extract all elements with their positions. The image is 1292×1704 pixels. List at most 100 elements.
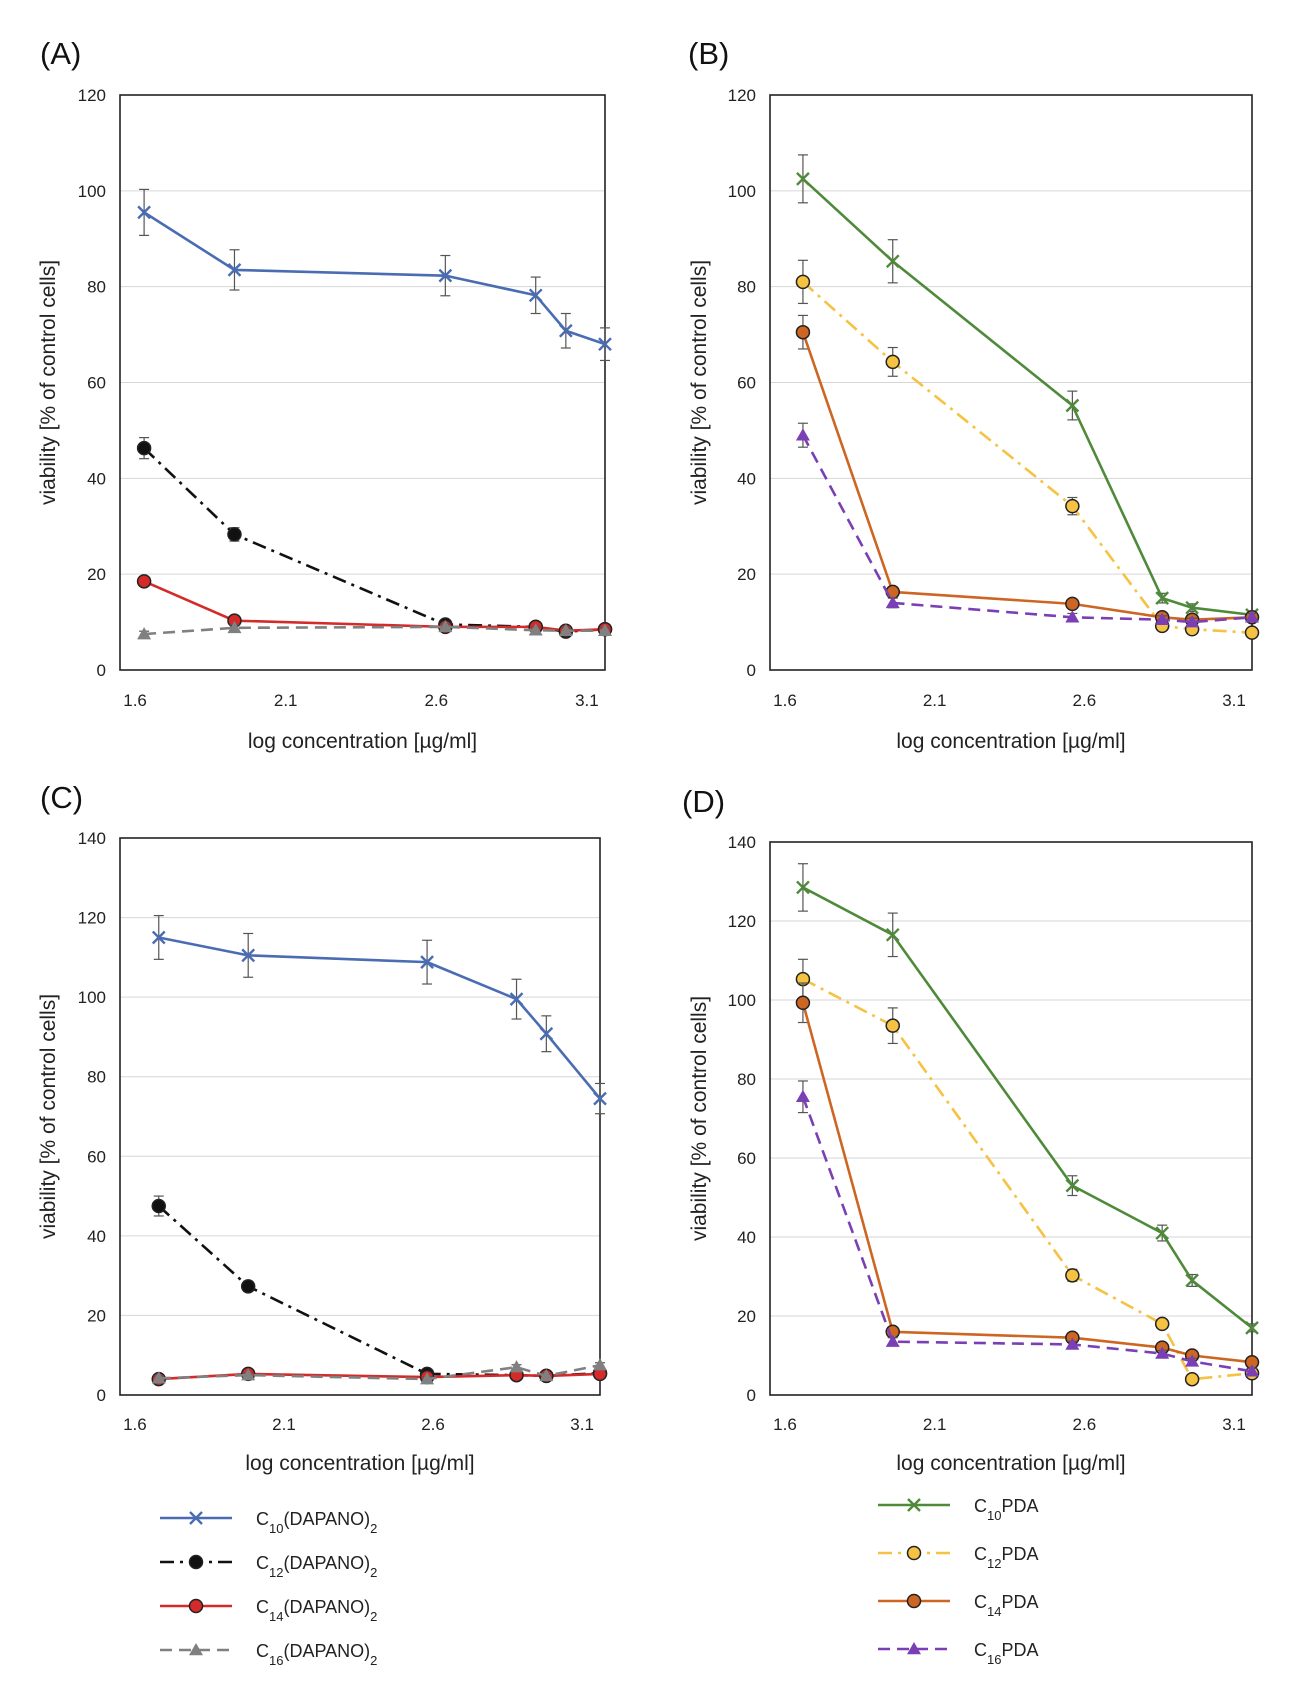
data-point <box>227 263 242 277</box>
x-tick-label: 1.6 <box>123 691 147 710</box>
data-point <box>1065 398 1080 413</box>
series-line <box>157 1205 601 1378</box>
x-tick-label: 2.1 <box>274 691 298 710</box>
y-tick-label: 100 <box>728 991 756 1010</box>
legend-item: C12PDA <box>878 1544 1038 1571</box>
series-line <box>802 280 1253 634</box>
data-point <box>796 172 810 186</box>
series-10 <box>151 914 607 1115</box>
y-tick-label: 60 <box>737 374 756 393</box>
data-point <box>528 288 543 303</box>
y-tick-label: 100 <box>728 182 756 201</box>
legend-marker <box>906 1593 922 1609</box>
chart-panel-b: (B) 0 20 40 60 80 100 120 1.6 2.1 2.6 3.1 log concen… <box>688 36 1260 753</box>
series-10 <box>796 154 1259 622</box>
data-point <box>885 1018 900 1033</box>
y-tick-label: 100 <box>78 182 106 201</box>
x-tick-label: 1.6 <box>773 691 797 710</box>
legend-item: C14PDA <box>878 1592 1038 1619</box>
legend-label: C12(DAPANO)2 <box>256 1553 377 1580</box>
data-point <box>1245 1321 1259 1335</box>
plot-area-border <box>119 94 606 671</box>
x-tick-label: 2.1 <box>923 1415 947 1434</box>
series-line <box>801 1002 1253 1364</box>
y-tick-label: 80 <box>87 1068 106 1087</box>
data-point <box>241 948 256 963</box>
series-16 <box>795 422 1259 628</box>
legend-marker <box>189 1511 203 1525</box>
series-16 <box>795 1080 1259 1377</box>
y-tick-label: 0 <box>97 1386 106 1405</box>
legend-pda: C10PDA C12PDA C14PDA C16PDA <box>878 1496 1038 1667</box>
y-tick-label: 40 <box>737 469 756 488</box>
legend-item: C16PDA <box>878 1640 1038 1667</box>
series-line <box>144 625 605 636</box>
series-line <box>158 1363 601 1381</box>
x-axis-label: log concentration [µg/ml] <box>248 730 477 753</box>
chart-panel-c: (C) 0 20 40 60 80 100 120 140 1.6 2.1 2.6 3.1 log con… <box>37 780 608 1475</box>
series-10 <box>137 188 612 362</box>
data-point <box>420 955 434 969</box>
panel-letter: (D) <box>682 784 725 819</box>
y-tick-label: 120 <box>728 86 756 105</box>
data-point <box>509 992 524 1006</box>
x-tick-label: 2.6 <box>1073 691 1097 710</box>
y-axis-label: viability [% of control cells] <box>37 260 60 505</box>
series-10 <box>796 863 1259 1335</box>
y-tick-label: 120 <box>78 86 106 105</box>
data-point <box>558 323 573 338</box>
data-point <box>509 1360 524 1373</box>
x-tick-label: 3.1 <box>1222 691 1246 710</box>
x-axis-label: log concentration [µg/ml] <box>245 1452 474 1475</box>
chart-panel-a: (A) 0 20 40 60 80 100 120 1.6 2.1 2.6 3.1 log concen… <box>37 36 613 753</box>
data-point <box>885 354 900 370</box>
data-point <box>1065 1337 1080 1350</box>
y-tick-label: 60 <box>737 1149 756 1168</box>
legend-label: C12PDA <box>974 1544 1038 1571</box>
data-point <box>1244 625 1260 640</box>
y-tick-label: 60 <box>87 374 106 393</box>
data-point <box>598 623 612 636</box>
y-tick-label: 40 <box>87 1227 106 1246</box>
y-axis-label: viability [% of control cells] <box>688 996 711 1241</box>
series-16 <box>137 619 612 640</box>
x-tick-label: 2.1 <box>923 691 947 710</box>
data-point <box>885 254 900 269</box>
data-point <box>1065 498 1080 514</box>
data-point <box>438 619 453 633</box>
y-tick-label: 0 <box>97 661 106 680</box>
y-tick-label: 20 <box>737 1307 756 1326</box>
data-point <box>885 1334 900 1347</box>
series-12 <box>795 958 1260 1387</box>
data-point <box>241 1368 256 1381</box>
legend-label: C10PDA <box>974 1496 1038 1523</box>
y-tick-label: 140 <box>728 833 756 852</box>
legend-item: C10(DAPANO)2 <box>160 1509 377 1536</box>
data-point <box>1245 610 1259 623</box>
x-axis-label: log concentration [µg/ml] <box>896 1452 1125 1475</box>
y-tick-label: 140 <box>78 829 106 848</box>
y-tick-label: 80 <box>87 278 106 297</box>
legend-item: C16(DAPANO)2 <box>160 1641 377 1668</box>
data-point <box>1155 1346 1170 1359</box>
data-point <box>598 337 612 352</box>
series-line <box>801 434 1253 624</box>
series-line <box>802 886 1253 1329</box>
y-tick-label: 20 <box>737 565 756 584</box>
data-point <box>1245 1364 1259 1377</box>
legend-marker <box>906 1545 922 1561</box>
data-point <box>1185 615 1200 628</box>
y-tick-label: 0 <box>747 1386 756 1405</box>
chart-panel-d: (D) 0 20 40 60 80 100 120 140 1.6 2.1 2.6 3.1 log con… <box>682 784 1260 1475</box>
data-point <box>1155 1226 1170 1240</box>
data-point <box>1185 600 1199 615</box>
y-axis-label: viability [% of control cells] <box>688 260 711 505</box>
panel-letter: (B) <box>688 36 729 71</box>
data-point <box>1155 591 1170 605</box>
legend-label: C14PDA <box>974 1592 1038 1619</box>
plot-area-border <box>119 837 601 1396</box>
data-point <box>151 1371 166 1384</box>
series-line <box>802 177 1253 617</box>
legend-marker <box>907 1498 921 1512</box>
